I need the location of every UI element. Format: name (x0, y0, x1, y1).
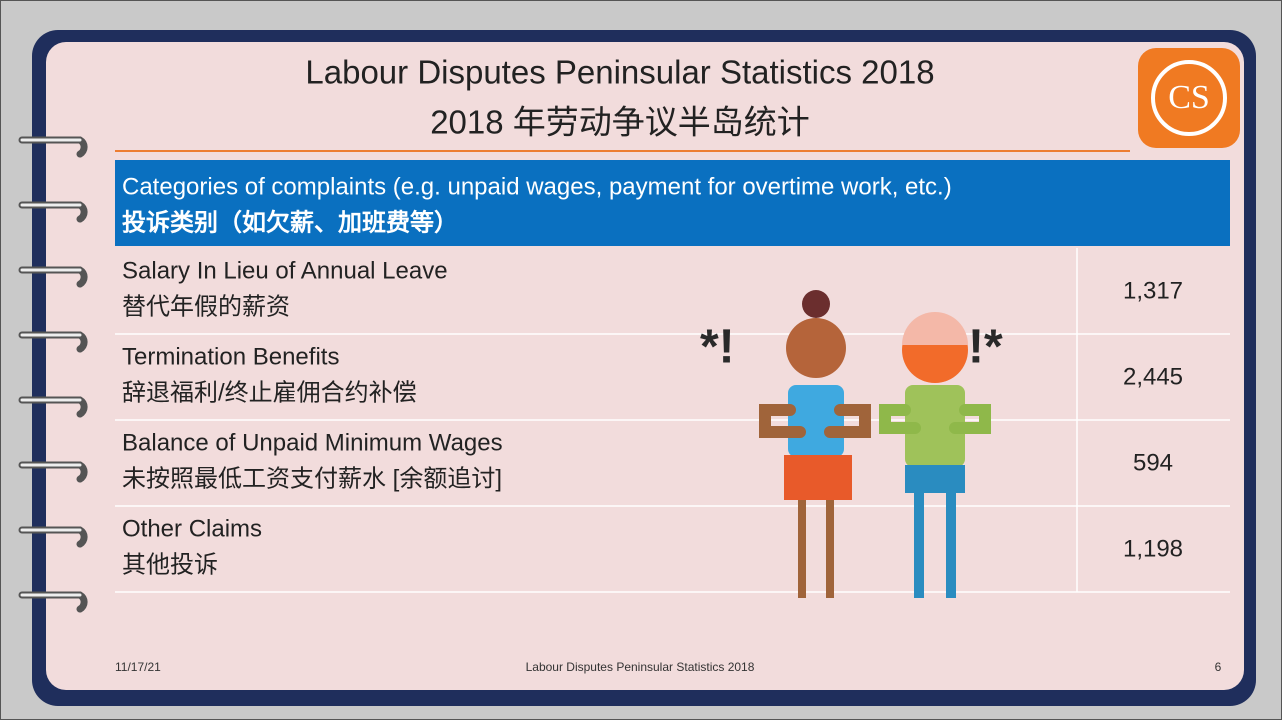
logo-text: CS (1168, 79, 1210, 116)
hair-bun (802, 290, 830, 318)
hair (902, 312, 968, 345)
symbol: *! (700, 321, 735, 374)
footer-date: 11/17/21 (115, 660, 161, 674)
row-label-zh: 未按照最低工资支付薪水 [余额追讨] (122, 465, 502, 492)
table-body: Salary In Lieu of Annual Leave 替代年假的薪资 1,3… (115, 248, 1230, 593)
row-label-zh: 辞退福利/终止雇佣合约补偿 (122, 379, 417, 406)
row-value: 594 (1133, 449, 1173, 476)
arm (879, 404, 921, 434)
illustration: *! !* (700, 290, 1003, 598)
footer-title: Labour Disputes Peninsular Statistics 20… (526, 660, 755, 674)
logo-ring (1151, 60, 1227, 136)
row-value: 1,198 (1123, 535, 1183, 562)
symbol: !* (968, 321, 1003, 374)
header-zh: 投诉类别（如欠薪、加班费等） (122, 208, 458, 236)
row-value: 1,317 (1123, 277, 1183, 304)
leg (946, 490, 956, 598)
page-number: 6 (1215, 660, 1222, 674)
arm (824, 404, 871, 438)
head (786, 318, 846, 378)
leg (798, 500, 806, 598)
row-label-en: Balance of Unpaid Minimum Wages (122, 429, 503, 456)
skirt (784, 455, 852, 500)
arm (949, 404, 991, 434)
torso (788, 385, 844, 457)
row-label-zh: 其他投诉 (122, 551, 218, 578)
table-header (115, 160, 1230, 246)
spiral-rings (18, 136, 88, 613)
arm (759, 404, 806, 438)
row-value: 2,445 (1123, 363, 1183, 390)
leg (914, 490, 924, 598)
row-label-en: Salary In Lieu of Annual Leave (122, 257, 448, 284)
torso (905, 385, 965, 467)
header-en: Categories of complaints (e.g. unpaid wa… (122, 173, 952, 200)
row-label-en: Other Claims (122, 515, 262, 542)
row-label-en: Termination Benefits (122, 343, 339, 370)
shorts (905, 465, 965, 493)
title: Labour Disputes Peninsular Statistics 20… (305, 54, 934, 91)
leg (826, 500, 834, 598)
title-zh: 2018 年劳动争议半岛统计 (430, 104, 810, 141)
row-label-zh: 替代年假的薪资 (122, 293, 290, 320)
